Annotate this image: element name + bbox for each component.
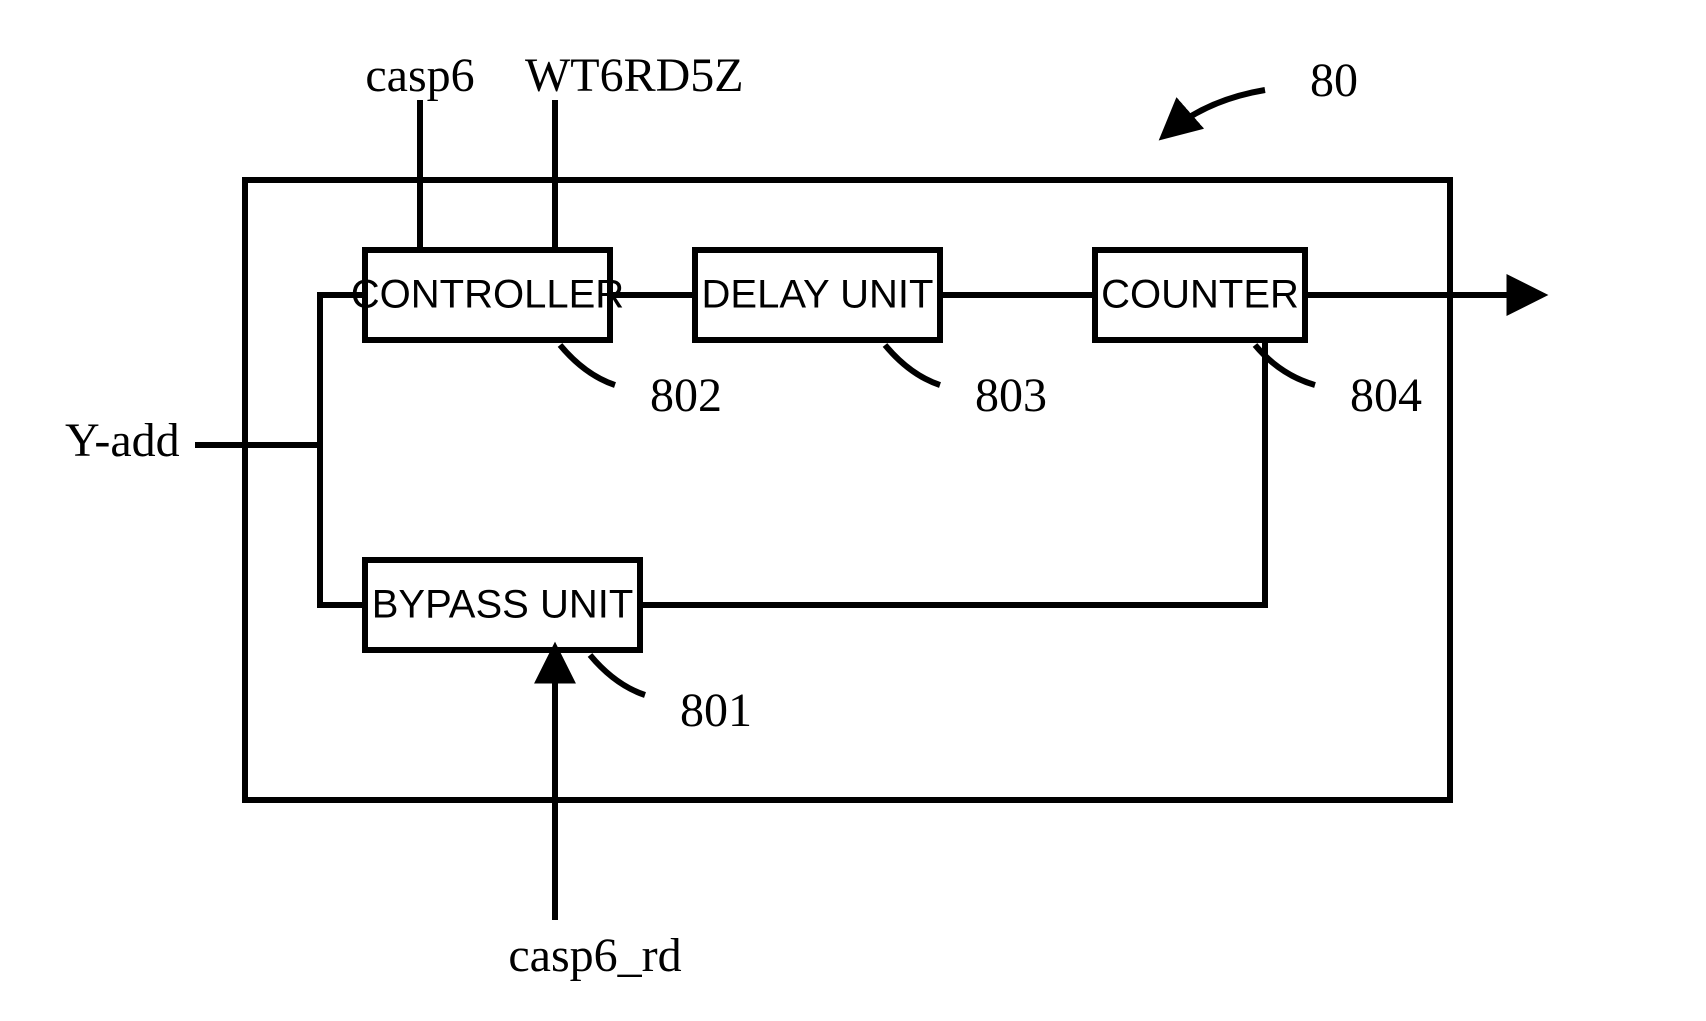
controller-block: CONTROLLER xyxy=(351,250,624,340)
bypass-unit-block: BYPASS UNIT xyxy=(365,560,640,650)
ref-80: 80 xyxy=(1310,54,1358,107)
delay-unit-label: DELAY UNIT xyxy=(702,273,934,317)
bypass-unit-label: BYPASS UNIT xyxy=(372,583,634,627)
counter-block: COUNTER xyxy=(1095,250,1305,340)
wt6rd5z-label: WT6RD5Z xyxy=(525,49,744,102)
ref-803: 803 xyxy=(975,369,1047,422)
y-add-label: Y-add xyxy=(65,414,180,467)
casp6-label: casp6 xyxy=(365,49,474,102)
casp6-rd-label: casp6_rd xyxy=(508,929,681,982)
ref-leader-80 xyxy=(1165,90,1265,135)
ref-802: 802 xyxy=(650,369,722,422)
delay-unit-block: DELAY UNIT xyxy=(695,250,940,340)
ref-804: 804 xyxy=(1350,369,1422,422)
controller-label: CONTROLLER xyxy=(351,273,624,317)
ref-801: 801 xyxy=(680,684,752,737)
counter-label: COUNTER xyxy=(1101,273,1299,317)
block-diagram: CONTROLLER DELAY UNIT COUNTER BYPASS UNI… xyxy=(0,0,1706,1021)
